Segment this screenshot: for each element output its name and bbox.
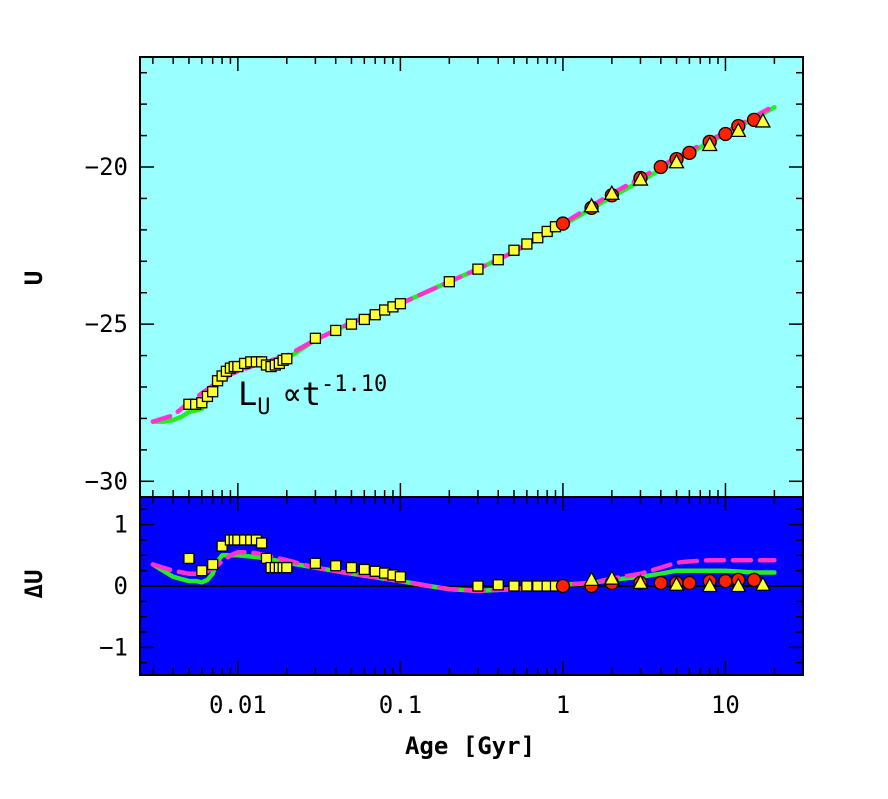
bottom-square-point (216, 540, 228, 552)
bottom-square-point (255, 537, 268, 549)
bottom-triangle-point (583, 570, 600, 587)
bottom-square-point (521, 580, 533, 592)
top-triangle-point (632, 170, 649, 186)
bottom-square-point (330, 560, 342, 572)
bottom-square-point (369, 565, 381, 577)
bottom-square-point (532, 580, 544, 592)
bottom-square-point (345, 561, 358, 574)
top-square-point (521, 238, 533, 250)
top-triangle-point (701, 136, 718, 152)
bottom-square-point (183, 552, 195, 565)
annotation-exponent: -1.10 (321, 372, 387, 397)
top-y-tick-label: −20 (85, 153, 128, 181)
top-square-point (492, 254, 504, 266)
bottom-circle-point (653, 575, 668, 591)
annotation-relation: ∝t (283, 375, 322, 413)
annotation-subscript: U (257, 395, 270, 420)
x-tick-label: 0.1 (379, 691, 422, 719)
bottom-square-point (472, 580, 484, 592)
annotation-main: L (238, 375, 257, 413)
bottom-square-point (281, 561, 293, 574)
x-tick-label: 1 (556, 691, 570, 719)
top-triangle-point (730, 121, 747, 138)
top-triangle-point (754, 112, 771, 128)
top-square-point (281, 353, 293, 365)
top-circle-point (718, 126, 733, 142)
bottom-triangle-point (730, 577, 747, 593)
bottom-model-dashed-curve (150, 549, 777, 594)
bottom-square-point (260, 552, 273, 565)
x-tick-label: 0.01 (209, 691, 267, 719)
bottom-y-axis-label: ΔU (20, 570, 48, 599)
top-y-tick-label: −25 (85, 310, 128, 338)
top-panel: −30 −25 −20 (85, 56, 804, 498)
top-square-point (309, 332, 322, 344)
top-circle-point (555, 216, 571, 231)
bottom-triangle-point (701, 577, 718, 593)
annotation-luminosity-law: LU ∝t-1.10 (238, 372, 387, 420)
top-square-point (472, 263, 484, 275)
bottom-y-tick-label: 0 (114, 572, 128, 600)
bottom-panel: −1 0 1 0.01 0.1 1 10 (99, 496, 804, 719)
bottom-square-point (394, 571, 407, 583)
top-square-point (345, 318, 358, 330)
top-circle-point (653, 159, 668, 175)
bottom-square-point (492, 579, 504, 591)
top-triangle-point (583, 197, 600, 213)
bottom-triangle-point (632, 574, 649, 590)
bottom-square-point (358, 563, 370, 576)
bottom-square-point (309, 557, 322, 569)
top-square-point (330, 324, 342, 337)
bottom-square-point (196, 565, 208, 577)
top-square-point (358, 313, 370, 326)
bottom-triangle-point (754, 575, 771, 591)
x-tick-label: 10 (711, 691, 740, 719)
top-y-axis-label: U (20, 271, 48, 285)
top-square-point (508, 244, 520, 256)
top-triangle-point (603, 184, 620, 200)
bottom-circle-point (682, 575, 697, 591)
bottom-square-point (207, 558, 219, 571)
top-square-point (443, 276, 455, 288)
bottom-square-point (508, 580, 520, 592)
bottom-triangle-point (603, 569, 620, 585)
bottom-y-tick-label: 1 (114, 511, 128, 539)
bottom-circle-point (746, 572, 762, 588)
bottom-y-tick-label: −1 (99, 633, 128, 661)
top-square-point (532, 232, 544, 244)
top-y-tick-label: −30 (85, 467, 128, 495)
top-circle-point (682, 145, 697, 161)
top-triangle-point (668, 153, 685, 169)
top-square-point (394, 298, 407, 310)
bottom-circle-point (555, 578, 571, 594)
bottom-circle-point (718, 573, 733, 589)
top-panel-background (140, 57, 803, 497)
bottom-triangle-point (668, 575, 685, 591)
top-square-point (369, 309, 381, 321)
x-axis-label: Age [Gyr] (405, 732, 535, 760)
top-square-point (207, 386, 219, 398)
